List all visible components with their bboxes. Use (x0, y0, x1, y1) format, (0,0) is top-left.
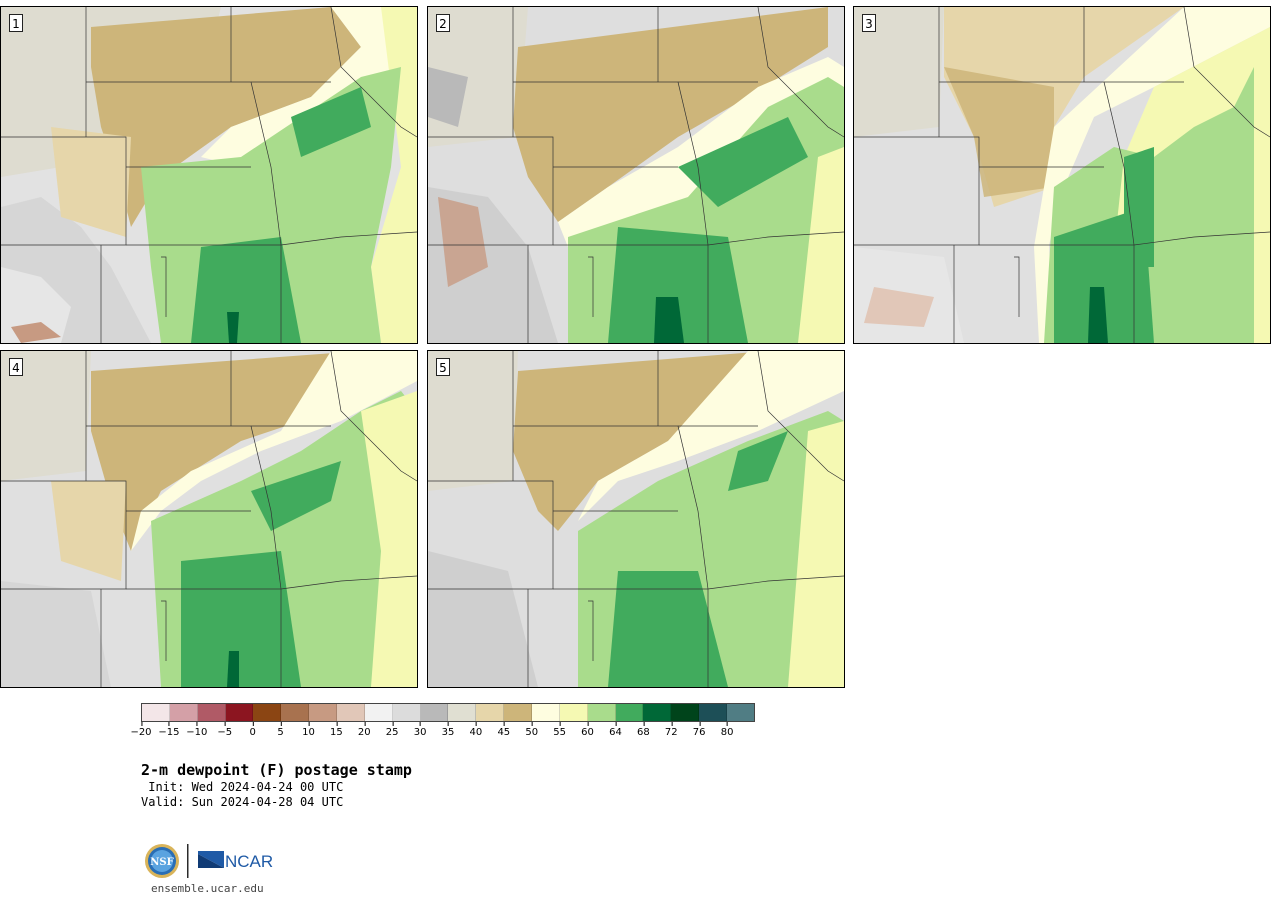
colorbar-swatch (337, 704, 365, 721)
colorbar-swatch (197, 704, 226, 721)
colorbar-swatch (169, 704, 198, 721)
dewpoint-map (428, 7, 844, 343)
colorbar-tick-label: −15 (158, 722, 179, 738)
map-panel-4: 4 (0, 350, 418, 688)
site-url: ensemble.ucar.edu (151, 882, 264, 895)
dewpoint-map (1, 7, 417, 343)
dewpoint-map (854, 7, 1270, 343)
dewpoint-map (428, 351, 844, 687)
colorbar-tick-label: −10 (186, 722, 207, 738)
map-panel-2: 2 (427, 6, 845, 344)
colorbar-swatch (532, 704, 560, 721)
colorbar-tick-label: −5 (217, 722, 232, 738)
colorbar-tick-label: 55 (553, 722, 566, 738)
colorbar-tick-label: 80 (721, 722, 733, 738)
colorbar-tick-label: 5 (277, 722, 284, 738)
colorbar-tick-label: 60 (581, 722, 594, 738)
colorbar-tick-label: 76 (693, 722, 706, 738)
panel-number: 1 (9, 14, 23, 32)
colorbar-ticks: −20 −15 −10 −5 0 5 10 15 20 25 30 35 40 45 50 55 60 64 68 7… (130, 722, 755, 742)
init-time: Init: Wed 2024-04-24 00 UTC (141, 780, 344, 794)
colorbar-swatch (364, 704, 393, 721)
colorbar-tick-label: 64 (609, 722, 622, 738)
colorbar-tick-label: 68 (637, 722, 650, 738)
colorbar-swatch (476, 704, 505, 721)
map-title: 2-m dewpoint (F) postage stamp (141, 761, 412, 779)
colorbar-swatch (671, 704, 700, 721)
colorbar-swatch (699, 704, 728, 721)
panel-number: 2 (436, 14, 450, 32)
colorbar-tick-label: −20 (130, 722, 152, 738)
colorbar-swatch (615, 704, 644, 721)
ncar-logo: NCAR (198, 851, 273, 871)
colorbar-swatch (142, 704, 170, 721)
colorbar-swatch (225, 704, 254, 721)
nsf-logo: NSF (145, 844, 179, 878)
colorbar-tick-label: 25 (386, 722, 399, 738)
colorbar-tick-label: 10 (302, 722, 315, 738)
colorbar-swatch (587, 704, 616, 721)
colorbar-tick-label: 30 (414, 722, 426, 738)
colorbar-tick-label: 72 (665, 722, 678, 738)
colorbar (141, 703, 755, 722)
colorbar-tick-label: 50 (525, 722, 538, 738)
colorbar-swatch (559, 704, 588, 721)
colorbar-swatch (504, 704, 533, 721)
map-panel-5: 5 (427, 350, 845, 688)
colorbar-swatch (309, 704, 338, 721)
colorbar-swatch (643, 704, 672, 721)
logo-group: NSF NCAR (144, 842, 274, 882)
ncar-text: NCAR (225, 852, 273, 871)
colorbar-tick-label: 40 (470, 722, 482, 738)
colorbar-tick-label: 20 (358, 722, 371, 738)
colorbar-swatch (392, 704, 421, 721)
colorbar-swatch (448, 704, 477, 721)
colorbar-swatch (420, 704, 449, 721)
map-panel-1: 1 (0, 6, 418, 344)
colorbar-swatch (281, 704, 310, 721)
nsf-text: NSF (150, 857, 173, 868)
map-panel-3: 3 (853, 6, 1271, 344)
colorbar-tick-label: 0 (249, 722, 256, 738)
colorbar-tick-label: 35 (442, 722, 454, 738)
dewpoint-map (1, 351, 417, 687)
panel-number: 3 (862, 14, 876, 32)
panel-number: 5 (436, 358, 450, 376)
colorbar-swatch (727, 704, 754, 721)
colorbar-tick-label: 15 (330, 722, 343, 738)
colorbar-swatch (253, 704, 282, 721)
panel-number: 4 (9, 358, 23, 376)
colorbar-tick-label: 45 (497, 722, 510, 738)
valid-time: Valid: Sun 2024-04-28 04 UTC (141, 795, 344, 809)
